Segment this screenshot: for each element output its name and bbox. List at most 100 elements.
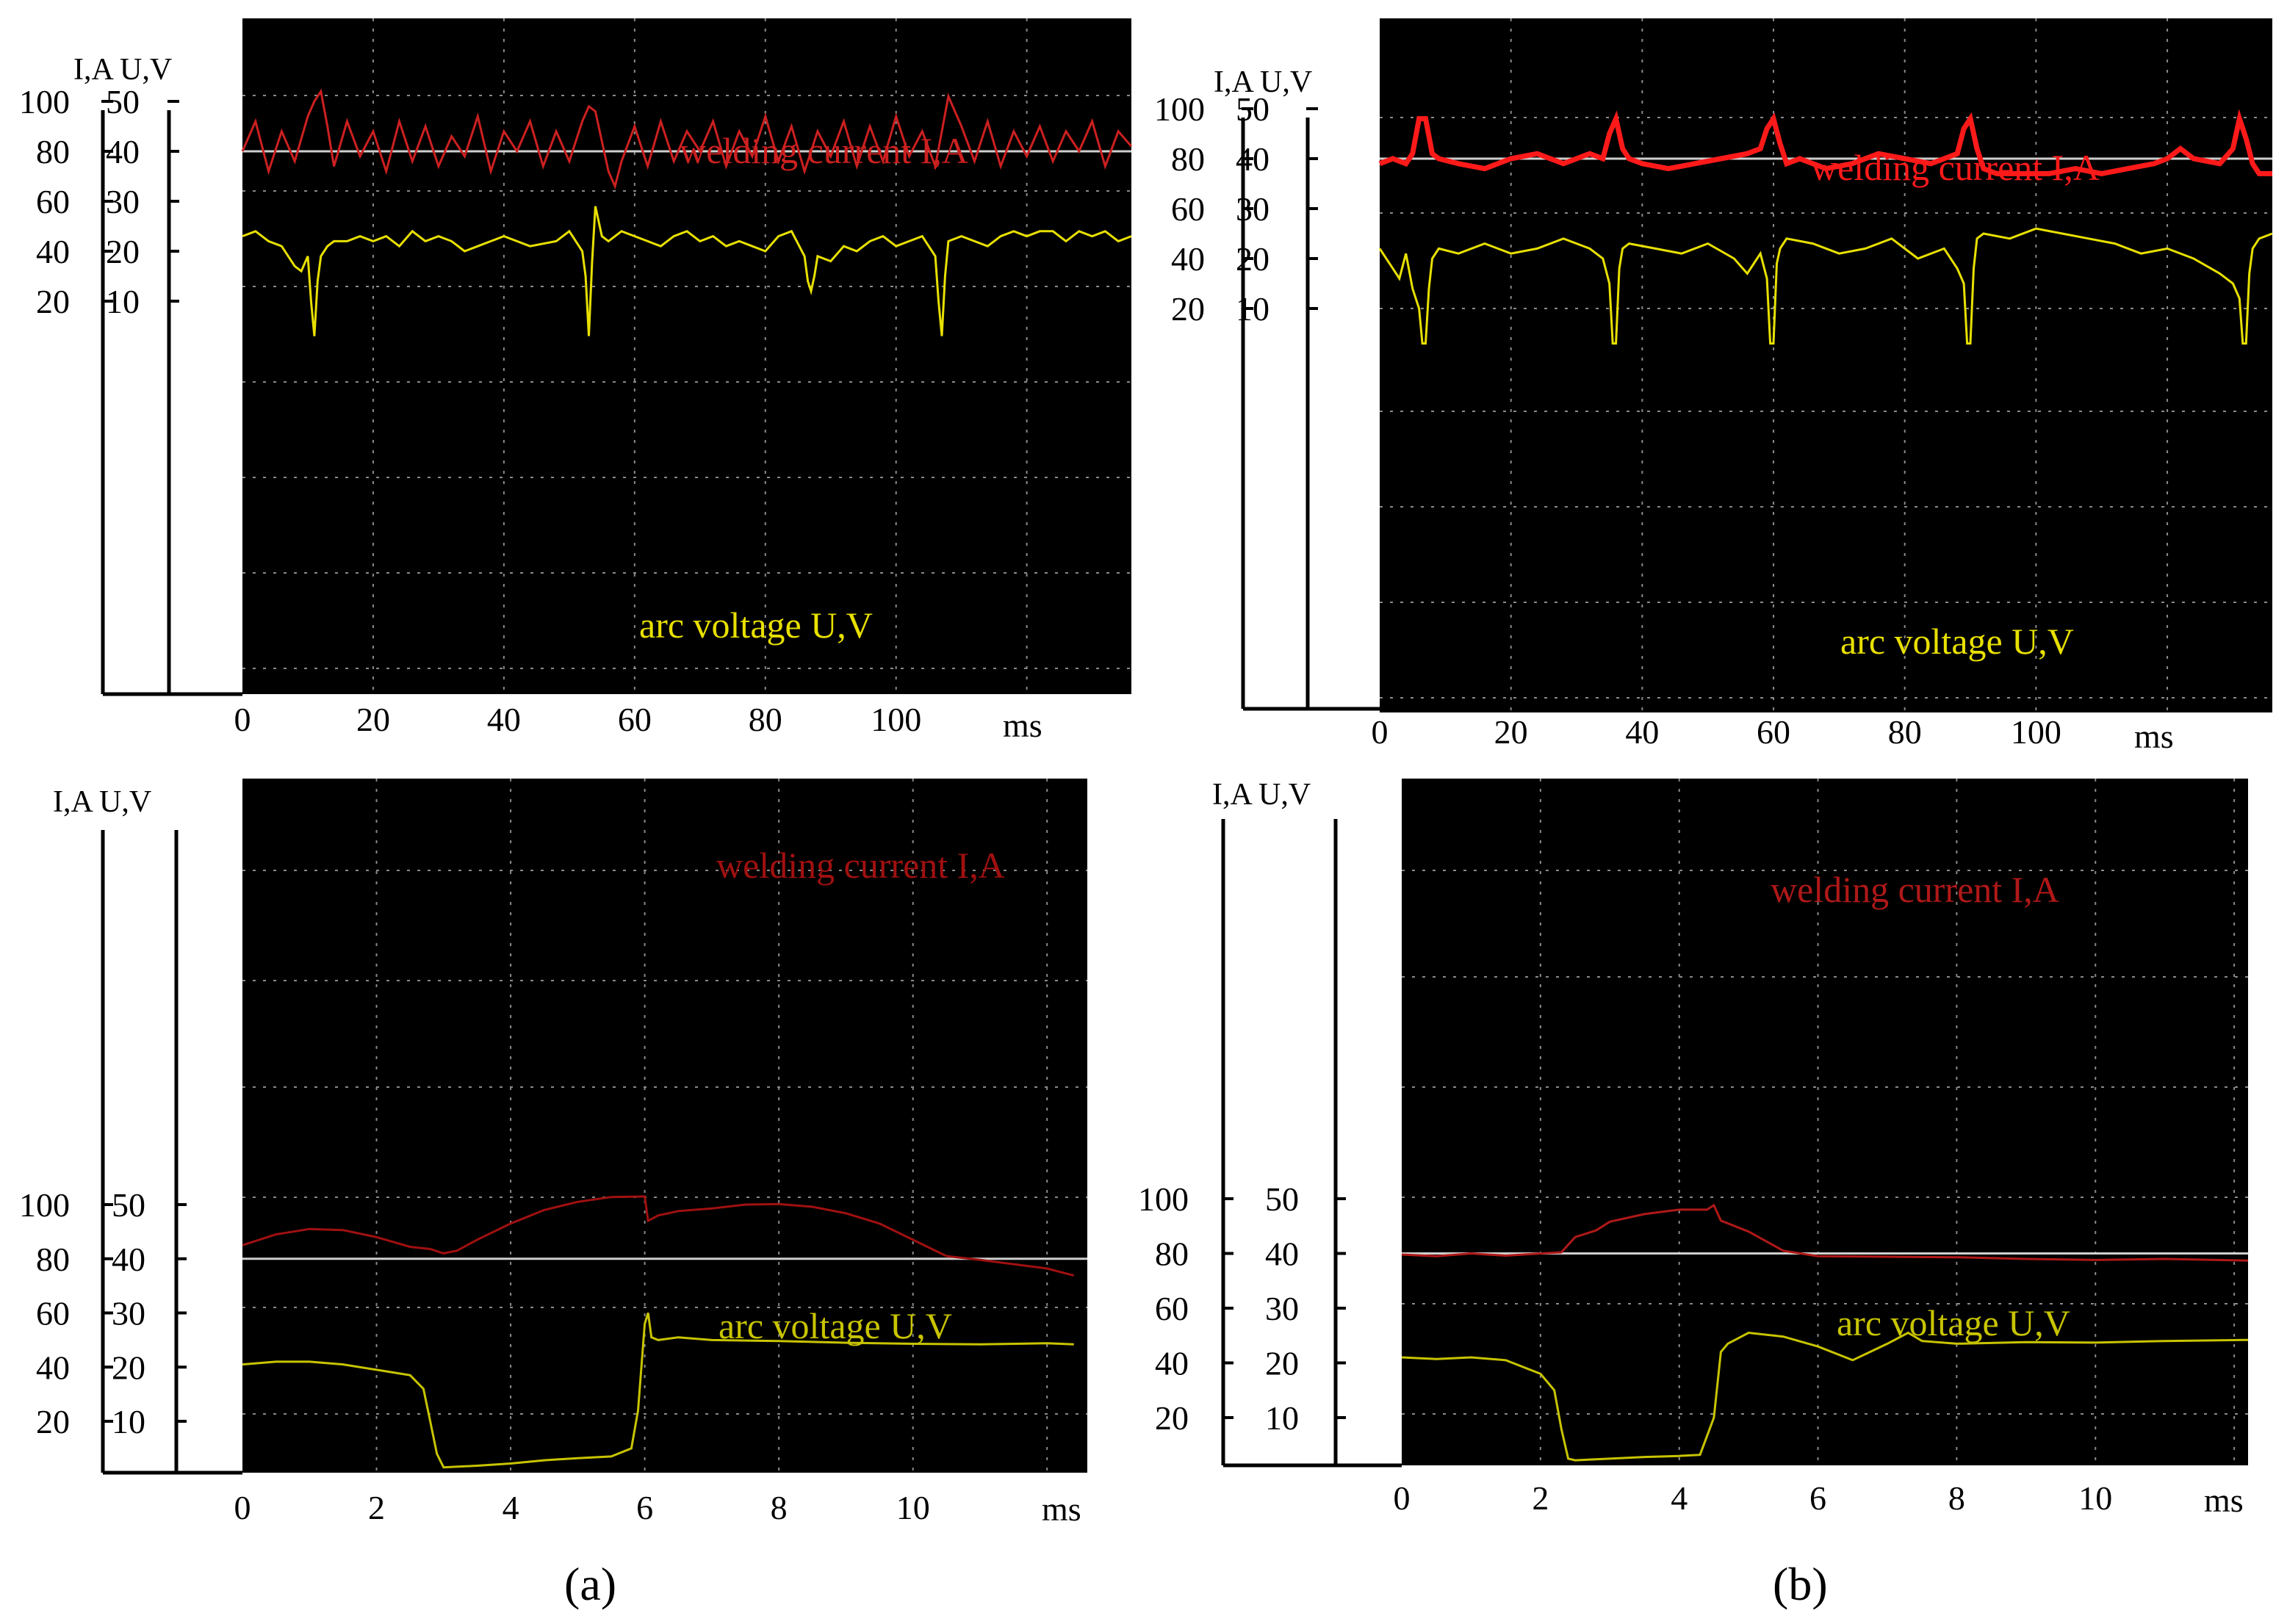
axes [1241, 118, 1380, 711]
y-tick-label-current: 80 [36, 133, 70, 170]
welding-current-trace [241, 88, 1133, 190]
panel-label-a: (a) [564, 1558, 616, 1610]
y-tick-label-voltage: 40 [106, 133, 140, 170]
x-tick-label: 100 [871, 701, 921, 738]
y-tick-label-current: 100 [19, 1186, 70, 1224]
y-tick-label-voltage: 30 [1236, 190, 1269, 228]
x-tick-label: 20 [1494, 713, 1528, 751]
x-tick-label: 60 [1757, 713, 1790, 751]
axes [101, 830, 242, 1475]
y-tick-label-current: 20 [1155, 1399, 1189, 1437]
axis-title: I,A U,V [1212, 778, 1311, 812]
y-tick-label-voltage: 20 [106, 233, 140, 270]
x-tick-label: 80 [1888, 713, 1922, 751]
arc-voltage-trace [242, 206, 1132, 336]
x-tick-label: 80 [749, 701, 782, 738]
x-tick-label: 40 [487, 701, 521, 738]
panel-label-b: (b) [1773, 1558, 1828, 1610]
y-tick-label-current: 60 [1155, 1290, 1189, 1327]
x-tick-labels: 0 20 40 60 80 100 [234, 701, 922, 738]
y-tick-label-current: 60 [1171, 190, 1205, 228]
voltage-label: arc voltage U,V [1837, 1302, 2070, 1343]
y-tick-label-current: 100 [19, 83, 70, 120]
grid-lines [242, 779, 1087, 1473]
plot-background [242, 18, 1131, 694]
y-tick-label-voltage: 10 [1265, 1399, 1299, 1437]
y-tick-label-voltage: 50 [1236, 90, 1269, 128]
axes [1221, 819, 1402, 1468]
axis-title: I,A U,V [1214, 65, 1312, 99]
x-tick-label: 6 [636, 1489, 653, 1526]
x-tick-label: 4 [1671, 1479, 1688, 1517]
current-label: welding current I,A [680, 130, 968, 171]
y-tick-label-voltage: 10 [106, 283, 140, 320]
axes [101, 110, 242, 696]
x-tick-labels: 0 2 4 6 8 10 [1394, 1479, 2113, 1517]
welding-current-trace [242, 1195, 1075, 1277]
y-tick-label-voltage: 40 [112, 1241, 145, 1278]
arc-voltage-trace [1401, 1331, 2249, 1462]
y-tick-label-current: 20 [36, 1403, 70, 1440]
plot-background [1380, 18, 2272, 712]
current-label: welding current I,A [1811, 147, 2100, 188]
current-label: welding current I,A [716, 845, 1005, 886]
y-tick-label-current: 100 [1138, 1180, 1189, 1218]
grid-lines [242, 18, 1131, 694]
y-tick-label-voltage: 10 [112, 1403, 145, 1440]
y-tick-label-current: 100 [1154, 90, 1205, 128]
x-tick-label: 0 [1372, 713, 1389, 751]
arc-voltage-trace [1378, 227, 2273, 345]
y-tick-label-voltage: 50 [112, 1186, 145, 1224]
y-tick-label-voltage: 20 [112, 1349, 145, 1386]
y-tick-labels: 20 10 40 20 60 30 80 40 100 50 [19, 83, 179, 320]
axis-title: I,A U,V [73, 53, 172, 87]
x-tick-label: 8 [1948, 1479, 1965, 1517]
x-tick-label: 2 [368, 1489, 385, 1526]
y-tick-labels: 20 10 40 20 60 30 80 40 100 50 [1138, 1180, 1346, 1437]
x-tick-labels: 0 20 40 60 80 100 [1372, 713, 2061, 751]
x-tick-label: 40 [1625, 713, 1659, 751]
chart-top-right: I,A U,V welding current I,A arc voltage … [1154, 18, 2273, 755]
y-tick-label-current: 60 [36, 183, 70, 220]
current-label: welding current I,A [1771, 869, 2059, 910]
x-tick-label: 0 [1394, 1479, 1411, 1517]
x-tick-label: 20 [356, 701, 390, 738]
y-tick-label-current: 40 [1155, 1345, 1189, 1382]
plot-background [1402, 779, 2248, 1465]
plot-background [242, 779, 1087, 1473]
y-tick-label-current: 20 [1171, 290, 1205, 328]
x-tick-label: 6 [1809, 1479, 1826, 1517]
arc-voltage-trace [242, 1313, 1074, 1469]
y-tick-label-voltage: 20 [1236, 240, 1269, 278]
y-tick-label-voltage: 10 [1236, 290, 1269, 328]
welding-current-trace [1378, 109, 2272, 176]
x-tick-label: 8 [771, 1489, 788, 1526]
x-tick-label: 2 [1532, 1479, 1549, 1517]
x-tick-labels: 0 2 4 6 8 10 [234, 1489, 930, 1526]
x-unit-label: ms [1042, 1490, 1081, 1528]
y-tick-label-voltage: 30 [106, 183, 140, 220]
y-tick-label-voltage: 30 [1265, 1290, 1299, 1327]
axis-title: I,A U,V [53, 785, 151, 819]
y-tick-label-voltage: 50 [1265, 1180, 1299, 1218]
welding-current-trace [1401, 1203, 2249, 1262]
x-unit-label: ms [1003, 707, 1042, 744]
y-tick-label-voltage: 20 [1265, 1345, 1299, 1382]
y-tick-label-voltage: 40 [1236, 140, 1269, 178]
voltage-label: arc voltage U,V [718, 1305, 952, 1346]
y-tick-label-voltage: 30 [112, 1295, 145, 1332]
x-tick-label: 10 [2078, 1479, 2112, 1517]
x-tick-label: 0 [234, 1489, 251, 1526]
y-tick-label-current: 80 [1155, 1235, 1189, 1273]
voltage-label: arc voltage U,V [1840, 621, 2074, 662]
x-tick-label: 10 [896, 1489, 930, 1526]
y-tick-labels: 20 10 40 20 60 30 80 40 100 50 [19, 1186, 187, 1440]
grid-lines [1380, 18, 2272, 712]
chart-bottom-left: I,A U,V welding current I,A arc voltage … [19, 779, 1087, 1528]
y-tick-label-current: 40 [36, 1349, 70, 1386]
grid-lines [1402, 779, 2248, 1465]
y-tick-label-current: 80 [1171, 140, 1205, 178]
y-tick-label-voltage: 40 [1265, 1235, 1299, 1273]
x-tick-label: 60 [618, 701, 652, 738]
